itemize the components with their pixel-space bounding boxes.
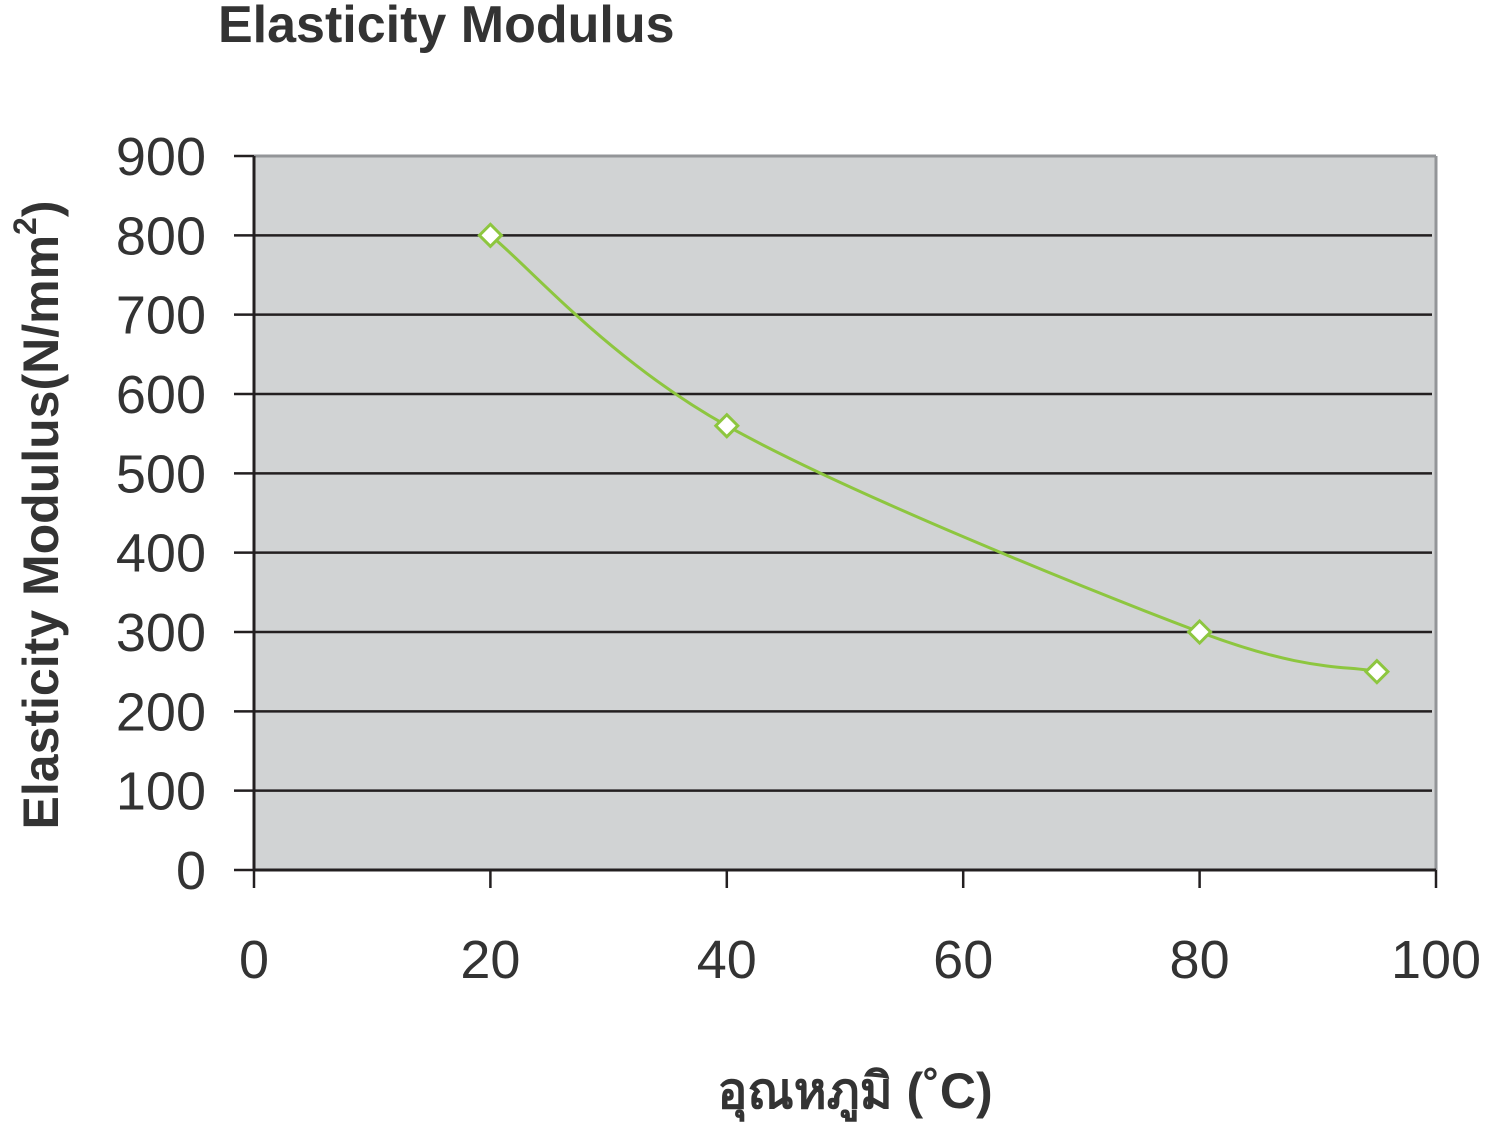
y-tick-label: 200 [116,682,206,742]
y-axis-label-main: Elasticity Modulus(N/mm [13,235,69,830]
x-tick-label: 60 [933,930,993,990]
data-point-marker [1363,658,1391,685]
plot-area [254,156,1436,870]
y-tick-label: 700 [116,286,206,346]
series-line [489,234,1378,674]
data-point-marker [713,412,740,439]
x-tick-label: 80 [1170,930,1230,990]
y-axis-label-close: ) [13,201,69,218]
y-axis-label: Elasticity Modulus(N/mm2) [7,201,69,830]
y-tick-label: 400 [116,524,206,584]
x-axis-label: อุณหภูมิ (˚C) [717,1063,992,1122]
y-tick-label: 600 [116,365,206,425]
x-tick-label: 0 [239,930,269,990]
data-point-marker [477,222,504,249]
x-tick-label: 20 [460,930,520,990]
y-tick-label: 0 [176,841,206,901]
x-tick-label: 40 [697,930,757,990]
y-tick-label: 800 [116,206,206,266]
y-tick-label: 300 [116,603,206,663]
x-tick-label: 100 [1391,930,1481,990]
y-axis-label-superscript: 2 [7,217,43,235]
data-point-marker [1186,618,1213,646]
y-tick-label: 900 [116,127,206,187]
y-tick-label: 100 [116,762,206,822]
y-tick-label: 500 [116,444,206,504]
chart-title: Elasticity Modulus [218,0,675,54]
